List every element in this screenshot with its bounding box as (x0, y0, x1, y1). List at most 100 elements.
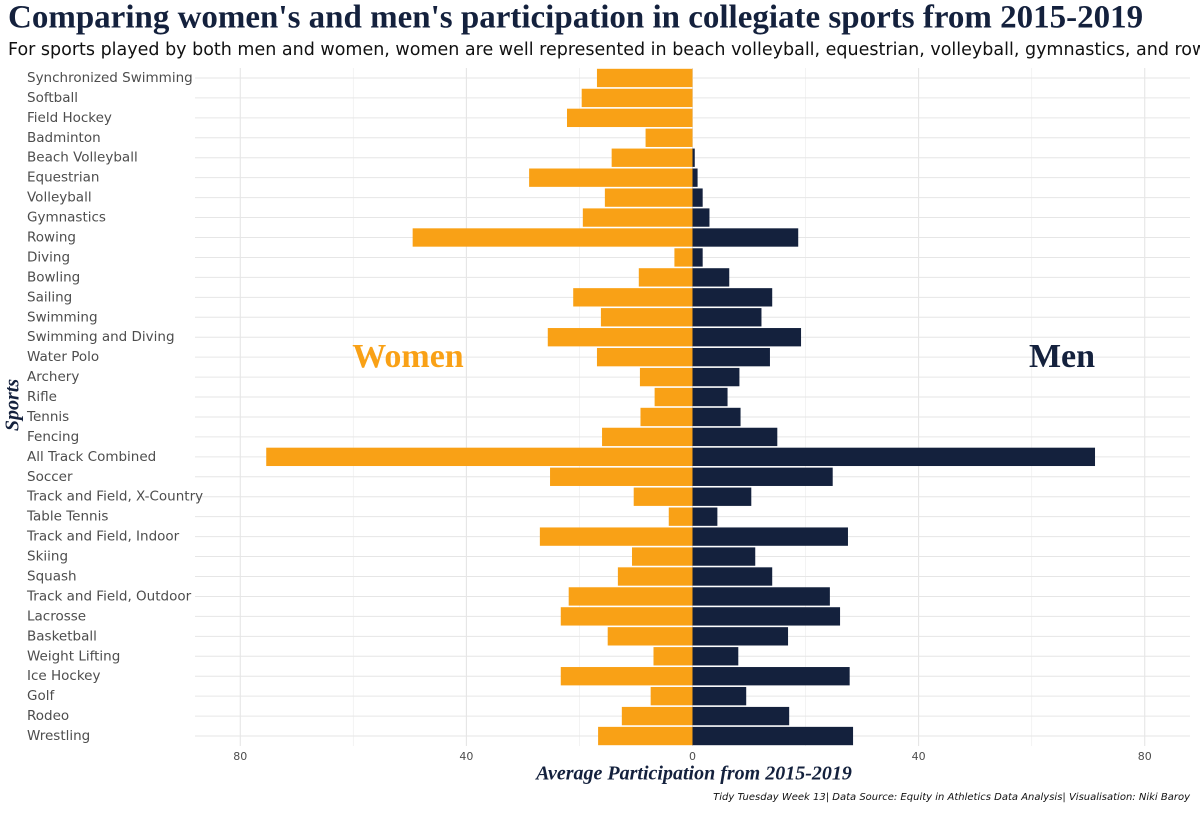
bar (692, 667, 850, 686)
y-tick-label: Weight Lifting (27, 648, 120, 664)
bar (692, 487, 752, 506)
bar (692, 527, 848, 546)
bar (529, 168, 693, 187)
bar (640, 407, 693, 427)
y-tick-label: Badminton (27, 130, 101, 146)
bar (621, 706, 693, 726)
bar (692, 288, 773, 307)
bar (692, 467, 833, 486)
y-tick-label: Rifle (27, 389, 57, 405)
y-tick-label: Rowing (27, 230, 76, 246)
chart-subtitle: For sports played by both men and women,… (8, 40, 1200, 60)
bar (598, 726, 693, 746)
bar (674, 248, 693, 267)
bar (617, 567, 693, 586)
bar (692, 647, 739, 666)
bar (692, 208, 710, 227)
y-tick-label: Volleyball (27, 190, 92, 206)
bar (692, 607, 841, 626)
y-tick-label: Skiing (27, 549, 68, 565)
bar (650, 686, 693, 706)
y-tick-label: Gymnastics (27, 210, 106, 226)
bar (692, 567, 773, 586)
bar (654, 387, 693, 407)
y-tick-label: Tennis (26, 409, 69, 425)
y-tick-label: Equestrian (27, 170, 99, 186)
bar (581, 88, 693, 108)
x-tick-label: 80 (1138, 750, 1152, 763)
bar (266, 447, 693, 467)
y-tick-label: Sailing (27, 289, 72, 305)
bar (645, 128, 693, 147)
bar (632, 547, 693, 566)
y-tick-label: Archery (27, 369, 79, 385)
caption: Tidy Tuesday Week 13| Data Source: Equit… (713, 792, 1191, 803)
y-tick-label: Rodeo (27, 708, 69, 724)
bar (602, 427, 693, 447)
bar (539, 527, 693, 546)
bar (692, 367, 740, 387)
bar (547, 328, 693, 347)
bar (692, 248, 703, 267)
y-tick-label: Water Polo (27, 349, 99, 365)
x-tick-label: 80 (233, 750, 247, 763)
bar (692, 447, 1096, 467)
bar (692, 507, 718, 526)
bar (692, 686, 747, 706)
bar (692, 148, 695, 167)
y-tick-label: Synchronized Swimming (27, 70, 193, 86)
bar (639, 367, 693, 387)
annotation: Women (352, 338, 464, 375)
bar (692, 726, 854, 746)
y-tick-label: Fencing (27, 429, 79, 445)
chart-title: Comparing women's and men's participatio… (8, 0, 1143, 36)
bar (692, 587, 830, 606)
x-tick-label: 40 (459, 750, 473, 763)
bar (596, 347, 693, 367)
bar (607, 627, 693, 646)
bar (550, 467, 693, 486)
bar (692, 706, 790, 726)
bar (692, 547, 756, 566)
y-tick-label: Wrestling (27, 728, 90, 744)
bar (582, 208, 693, 227)
bar (692, 407, 741, 427)
bar (692, 168, 698, 187)
bar (692, 347, 770, 367)
bar (692, 627, 789, 646)
x-axis-label: Average Participation from 2015-2019 (534, 763, 852, 785)
y-tick-label: Golf (27, 688, 55, 704)
bar (560, 607, 693, 626)
bar (692, 228, 799, 247)
bar (573, 288, 693, 307)
bar (653, 647, 693, 666)
y-tick-label: Soccer (27, 469, 73, 485)
y-tick-label: Track and Field, X-Country (26, 489, 203, 505)
bar (692, 308, 762, 327)
y-tick-label: All Track Combined (27, 449, 156, 465)
bar (668, 507, 693, 526)
y-tick-label: Bowling (27, 269, 80, 285)
x-tick-label: 0 (689, 750, 696, 763)
bar (596, 68, 693, 88)
annotation: Men (1029, 338, 1095, 375)
bar (692, 427, 778, 447)
y-tick-label: Softball (27, 90, 78, 106)
y-tick-label: Diving (27, 249, 70, 265)
bar (692, 188, 703, 207)
bar (560, 667, 693, 686)
y-tick-label: Ice Hockey (27, 668, 100, 684)
y-tick-label: Table Tennis (26, 509, 108, 525)
bar (633, 487, 693, 506)
bar (600, 308, 693, 327)
bar (568, 587, 693, 606)
bar (412, 228, 693, 247)
bar (566, 108, 693, 128)
bar (692, 328, 802, 347)
y-tick-label: Basketball (27, 628, 97, 644)
bar (604, 188, 693, 207)
y-tick-label: Lacrosse (27, 608, 86, 624)
y-axis-label: Sports (2, 379, 24, 431)
y-tick-label: Beach Volleyball (27, 150, 138, 166)
